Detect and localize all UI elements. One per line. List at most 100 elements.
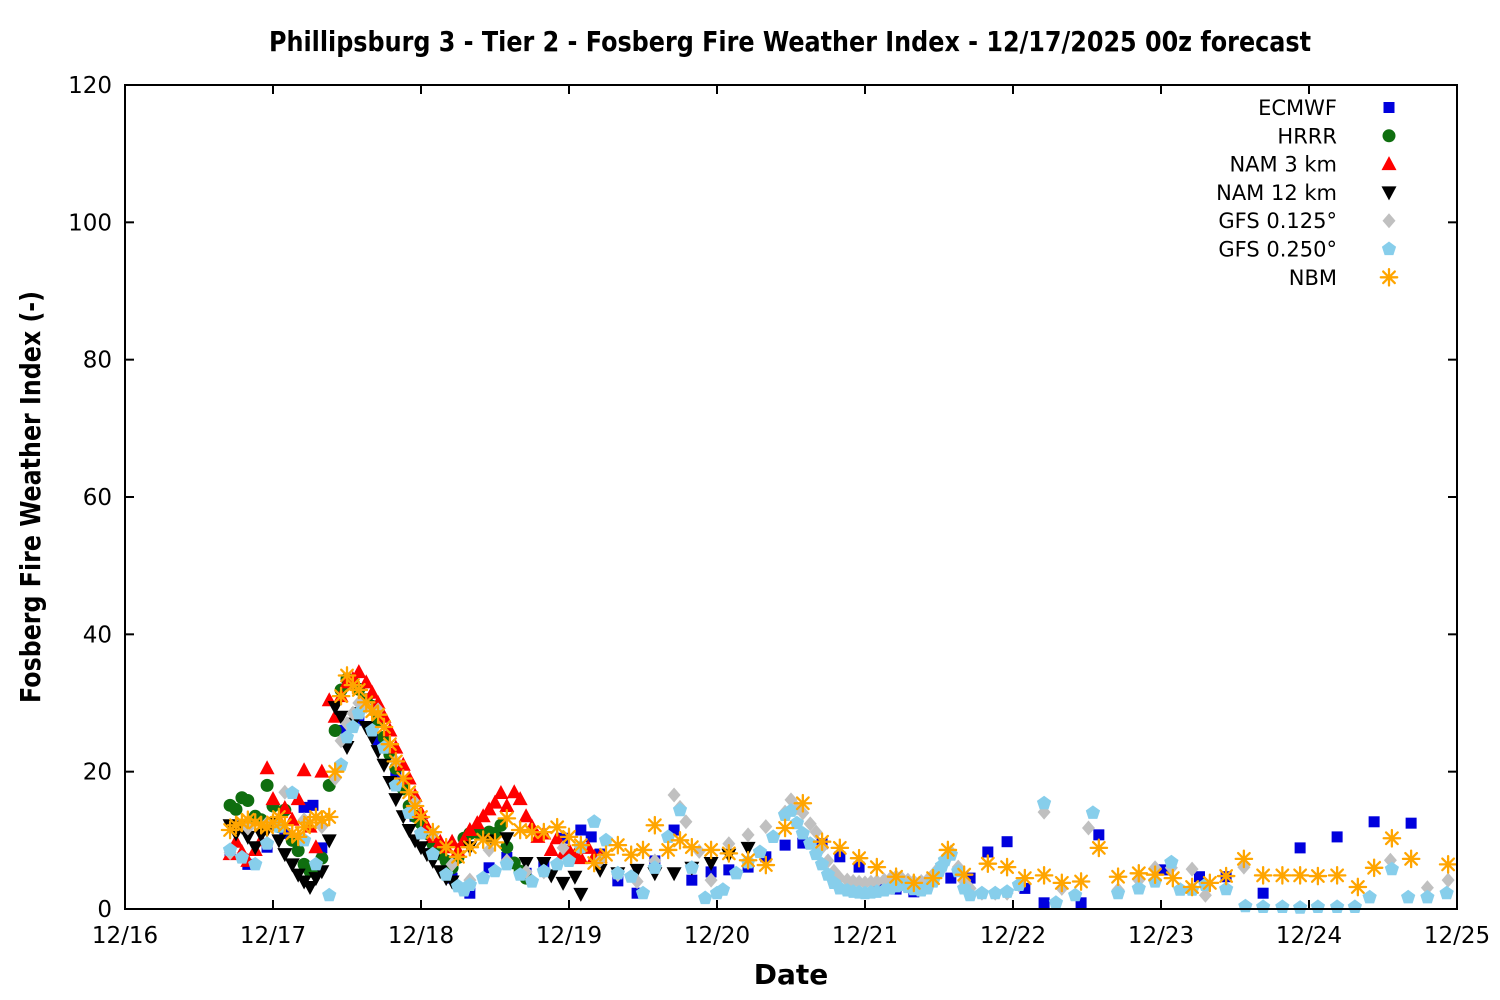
asterisk-ray: [1382, 270, 1396, 285]
data-point-nam-3-km: [290, 791, 306, 806]
asterisk-ray: [488, 835, 502, 850]
data-point-nbm: [1216, 866, 1236, 886]
data-point-nbm: [559, 827, 579, 847]
asterisk-ray: [906, 875, 921, 890]
data-point-gfs-0-250: [222, 842, 238, 856]
data-point-gfs-0-250: [339, 729, 355, 744]
legend-item-nam-12-km: NAM 12 km: [1216, 181, 1397, 205]
asterisk-ray: [1091, 840, 1106, 855]
asterisk-ray: [285, 826, 300, 841]
asterisk-ray: [1202, 875, 1217, 890]
data-point-nbm: [380, 734, 400, 754]
data-point-nam-12-km: [401, 824, 417, 839]
asterisk-ray: [462, 840, 477, 855]
data-point-gfs-0-125: [741, 827, 755, 843]
data-point-nbm: [849, 848, 869, 868]
data-point-nam-12-km: [321, 834, 337, 849]
y-tick-label: 120: [68, 73, 112, 99]
legend-marker-gfs-0-250-icon: [1381, 241, 1397, 256]
asterisk-ray: [778, 821, 793, 835]
data-point-nbm: [584, 853, 604, 873]
x-tick-label: 12/21: [832, 923, 898, 949]
data-point-gfs-0-250: [1164, 854, 1179, 869]
data-point-nam-12-km: [284, 858, 300, 873]
data-point-nbm: [658, 840, 678, 860]
asterisk-ray: [396, 771, 411, 786]
data-point-gfs-0-250: [672, 802, 688, 817]
data-point-ecmwf: [1093, 829, 1105, 841]
data-point-nam-3-km: [493, 784, 509, 799]
data-point-nam-3-km: [549, 830, 565, 845]
data-point-nam-3-km: [277, 800, 293, 815]
asterisk-ray: [758, 858, 773, 873]
data-point-ecmwf: [945, 872, 957, 884]
x-axis-title: Date: [754, 958, 829, 991]
data-point-gfs-0-250: [1068, 887, 1083, 902]
axes: 12/16 12/17 12/18 12/19 12/20 12/21 12/22 12/23…: [68, 73, 1490, 949]
data-point-nam-12-km: [327, 701, 343, 716]
asterisk-ray: [1037, 868, 1052, 883]
asterisk-ray: [1330, 868, 1345, 883]
y-tick-label: 80: [83, 348, 112, 374]
asterisk-ray: [1131, 866, 1146, 881]
data-point-gfs-0-250: [285, 785, 300, 799]
data-point-nbm: [719, 844, 739, 863]
data-point-ecmwf: [982, 846, 994, 858]
data-point-nbm: [1273, 866, 1292, 885]
data-point-nam-12-km: [302, 881, 318, 896]
data-point-gfs-0-250: [1420, 889, 1435, 904]
data-point-gfs-0-250: [487, 863, 503, 878]
asterisk-ray: [587, 856, 602, 870]
asterisk-ray: [439, 840, 454, 855]
asterisk-ray: [513, 823, 528, 837]
data-point-gfs-0-125: [1441, 872, 1455, 888]
asterisk-ray: [1293, 868, 1308, 883]
data-point-nam-12-km: [629, 863, 645, 878]
data-point-gfs-0-250: [476, 870, 491, 885]
asterisk-ray: [536, 825, 551, 840]
data-point-nbm: [886, 867, 906, 887]
asterisk-ray: [414, 810, 428, 824]
data-point-nbm: [596, 845, 616, 865]
asterisk-ray: [408, 799, 423, 813]
data-point-nam-3-km: [259, 760, 275, 775]
data-point-nbm: [411, 807, 431, 827]
data-point-nam-3-km: [506, 784, 522, 799]
data-point-gfs-0-250: [766, 829, 781, 843]
asterisk-ray: [328, 764, 343, 779]
data-point-nam-3-km: [370, 695, 386, 709]
data-point-ecmwf: [779, 839, 791, 851]
data-point-nam-12-km: [277, 848, 293, 863]
data-point-ecmwf: [557, 832, 569, 844]
data-point-gfs-0-125: [1198, 887, 1212, 903]
data-point-nam-12-km: [499, 832, 515, 847]
y-tick-label: 0: [97, 897, 112, 923]
data-point-gfs-0-250: [1293, 900, 1308, 914]
data-point-gfs-0-250: [974, 885, 990, 900]
data-point-ecmwf: [372, 735, 384, 747]
data-point-gfs-0-125: [1081, 820, 1095, 836]
data-point-gfs-0-250: [1256, 899, 1271, 913]
data-point-ecmwf: [483, 862, 495, 874]
series-gfs-0-250: [222, 705, 1454, 914]
data-point-gfs-0-250: [783, 803, 799, 817]
data-point-hrrr: [500, 840, 514, 854]
plot-border: [124, 84, 1458, 910]
data-point-nbm: [547, 817, 567, 837]
data-point-nam-3-km: [388, 739, 404, 754]
asterisk-ray: [684, 840, 699, 855]
data-point-ecmwf: [1331, 831, 1343, 843]
asterisk-ray: [382, 737, 397, 752]
data-point-nbm: [608, 835, 628, 855]
data-point-gfs-0-250: [598, 832, 614, 847]
asterisk-ray: [1350, 880, 1365, 894]
data-point-gfs-0-250: [1238, 898, 1253, 913]
asterisk-ray: [340, 668, 354, 683]
data-point-gfs-0-250: [345, 719, 361, 734]
data-point-gfs-0-250: [234, 850, 250, 864]
data-point-gfs-0-250: [1131, 880, 1146, 895]
legend-item-gfs-0-250: GFS 0.250°: [1218, 238, 1397, 262]
data-point-nbm: [423, 822, 443, 842]
asterisk-ray: [334, 689, 349, 704]
data-point-nbm: [288, 827, 308, 847]
